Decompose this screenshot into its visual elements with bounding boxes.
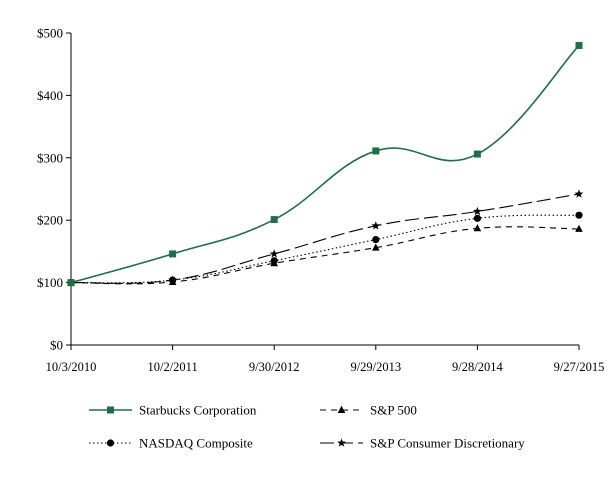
data-point-spcd [473,206,482,216]
y-tick-label: $0 [50,338,63,353]
legend-label: NASDAQ Composite [139,436,253,451]
x-tick-label: 9/30/2012 [249,360,300,374]
y-tick-label: $100 [37,275,63,290]
legend-swatch-marker [337,438,346,447]
data-point-sbux [575,41,583,49]
data-point-spcd [269,249,279,258]
x-tick-label: 10/2/2011 [147,360,197,374]
data-point-spcd [168,275,177,284]
data-point-nasdaq [575,211,583,219]
data-point-sp500 [575,224,583,232]
series-markers [66,41,584,287]
y-tick-label: $500 [37,26,63,41]
data-point-sbux [473,150,481,158]
x-tick-label: 9/29/2013 [350,360,401,374]
x-tick-label: 10/3/2010 [46,360,97,374]
data-point-sp500 [270,259,278,267]
legend-label: Starbucks Corporation [139,403,257,418]
series-line-nasdaq [70,214,580,284]
data-point-sbux [169,250,177,258]
x-tick-label: 9/28/2014 [452,360,503,374]
series-lines [70,44,580,285]
data-point-sbux [270,216,278,224]
legend-swatch-marker [107,406,114,414]
data-point-spcd [574,189,584,198]
legend-item-sbux: Starbucks Corporation [89,403,257,418]
data-point-sbux [67,279,75,287]
y-axis: $0 $100 $200 $300 $400 $500 [37,26,72,353]
y-tick-label: $400 [37,88,63,103]
data-point-spcd [371,221,381,230]
series-line-spcd [70,193,580,284]
legend-label: S&P 500 [370,403,417,418]
series-line-sp500 [70,226,580,285]
data-point-nasdaq [473,214,481,222]
legend-swatch-marker [106,439,115,447]
data-point-sp500 [372,243,380,251]
data-point-sbux [372,147,380,155]
y-tick-label: $300 [37,150,63,165]
legend: Starbucks Corporation NASDAQ Composite S&P… [89,403,525,451]
series-line-sbux [70,44,580,284]
data-point-nasdaq [372,235,380,244]
legend-swatch-marker [337,405,346,413]
y-tick-label: $200 [37,213,63,228]
legend-label: S&P Consumer Discretionary [370,436,525,451]
x-axis: 10/3/2010 10/2/2011 9/30/2012 9/29/2013 9/28… [46,344,605,374]
legend-item-sp500: S&P 500 [320,403,417,418]
legend-item-spcd: S&P Consumer Discretionary [320,436,525,451]
x-tick-label: 9/27/2015 [554,360,605,374]
data-point-sp500 [473,224,482,232]
legend-item-nasdaq: NASDAQ Composite [89,436,253,451]
